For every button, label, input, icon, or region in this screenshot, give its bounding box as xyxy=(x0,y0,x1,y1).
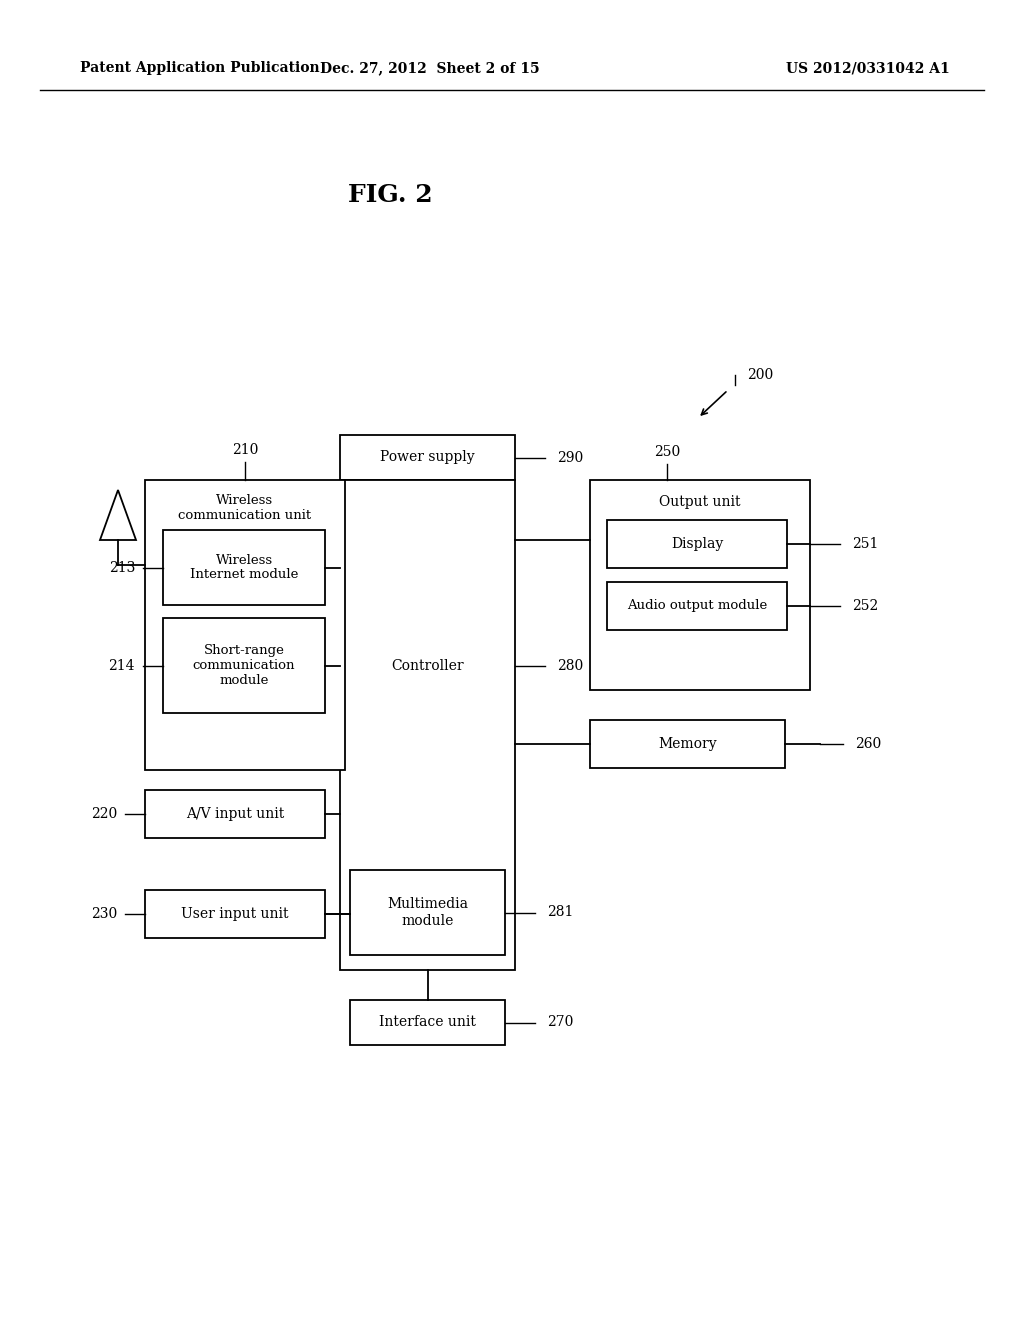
Bar xyxy=(607,582,787,630)
Bar xyxy=(350,1001,505,1045)
Bar xyxy=(145,789,325,838)
Text: FIG. 2: FIG. 2 xyxy=(348,183,432,207)
Bar xyxy=(163,531,325,605)
Text: 210: 210 xyxy=(231,444,258,457)
Text: 213: 213 xyxy=(109,561,135,574)
Text: Interface unit: Interface unit xyxy=(379,1015,476,1030)
Text: 214: 214 xyxy=(109,659,135,672)
Bar xyxy=(350,870,505,954)
Text: Patent Application Publication: Patent Application Publication xyxy=(80,61,319,75)
Text: 200: 200 xyxy=(746,368,773,381)
Bar xyxy=(340,436,515,480)
Text: 250: 250 xyxy=(654,445,680,459)
Text: Wireless
communication unit: Wireless communication unit xyxy=(178,494,311,521)
Text: 230: 230 xyxy=(91,907,117,921)
Text: 270: 270 xyxy=(547,1015,573,1030)
Text: Output unit: Output unit xyxy=(659,495,740,510)
Text: 252: 252 xyxy=(852,599,879,612)
Text: User input unit: User input unit xyxy=(181,907,289,921)
Text: Power supply: Power supply xyxy=(380,450,475,465)
Bar xyxy=(145,480,345,770)
Text: A/V input unit: A/V input unit xyxy=(186,807,284,821)
Text: US 2012/0331042 A1: US 2012/0331042 A1 xyxy=(786,61,950,75)
Bar xyxy=(607,520,787,568)
Text: Short-range
communication
module: Short-range communication module xyxy=(193,644,295,686)
Text: 251: 251 xyxy=(852,537,879,550)
Text: 220: 220 xyxy=(91,807,117,821)
Text: Display: Display xyxy=(671,537,723,550)
Text: Controller: Controller xyxy=(391,659,464,673)
Text: Wireless
Internet module: Wireless Internet module xyxy=(189,553,298,582)
Bar xyxy=(145,890,325,939)
Text: Memory: Memory xyxy=(658,737,717,751)
Bar xyxy=(590,719,785,768)
Text: 260: 260 xyxy=(855,737,882,751)
Bar xyxy=(163,618,325,713)
Text: 281: 281 xyxy=(547,906,573,920)
Bar xyxy=(340,480,515,970)
Text: Audio output module: Audio output module xyxy=(627,599,767,612)
Bar xyxy=(590,480,810,690)
Text: Dec. 27, 2012  Sheet 2 of 15: Dec. 27, 2012 Sheet 2 of 15 xyxy=(321,61,540,75)
Text: 280: 280 xyxy=(557,659,584,673)
Text: 290: 290 xyxy=(557,450,584,465)
Text: Multimedia
module: Multimedia module xyxy=(387,898,468,928)
